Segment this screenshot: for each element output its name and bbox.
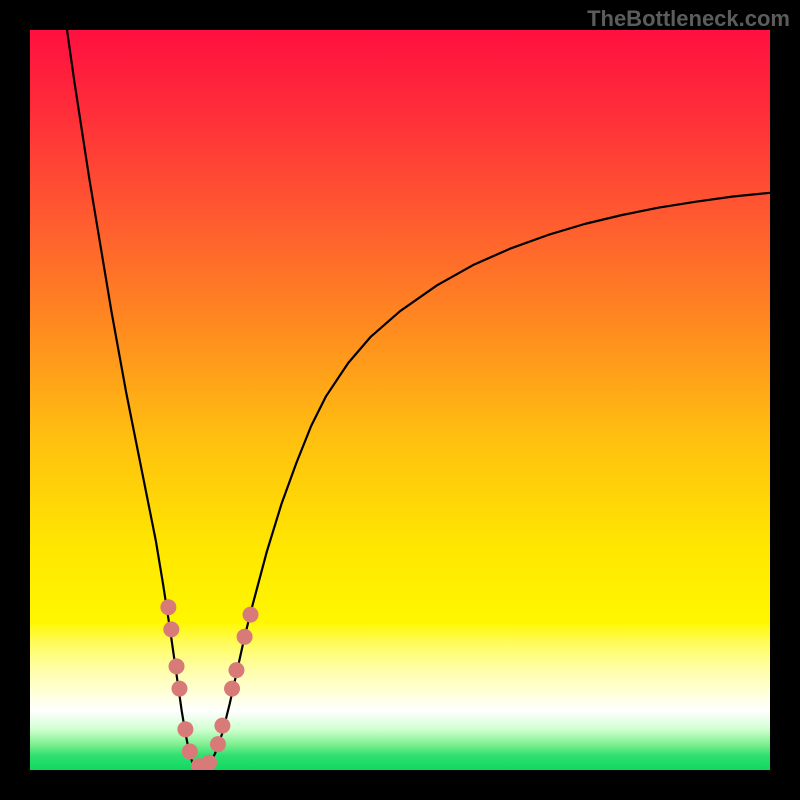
curve-marker bbox=[201, 755, 217, 770]
curve-marker bbox=[224, 681, 240, 697]
gradient-background bbox=[30, 30, 770, 770]
plot-area bbox=[30, 30, 770, 770]
curve-marker bbox=[160, 599, 176, 615]
curve-marker bbox=[237, 629, 253, 645]
curve-marker bbox=[169, 658, 185, 674]
curve-marker bbox=[228, 662, 244, 678]
curve-marker bbox=[243, 607, 259, 623]
plot-svg bbox=[30, 30, 770, 770]
chart-container: TheBottleneck.com bbox=[0, 0, 800, 800]
watermark-label: TheBottleneck.com bbox=[587, 6, 790, 32]
curve-marker bbox=[171, 681, 187, 697]
curve-marker bbox=[214, 718, 230, 734]
curve-marker bbox=[163, 621, 179, 637]
curve-marker bbox=[182, 744, 198, 760]
curve-marker bbox=[177, 721, 193, 737]
curve-marker bbox=[210, 736, 226, 752]
